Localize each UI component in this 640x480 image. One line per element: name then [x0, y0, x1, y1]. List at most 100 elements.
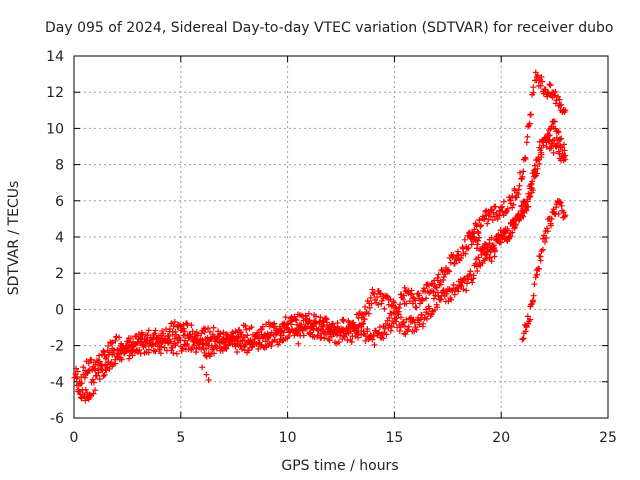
data-point-track-1 [534, 72, 541, 79]
data-point-track-2 [390, 309, 397, 316]
data-point-track-3 [476, 234, 483, 241]
data-point-track-3 [497, 239, 504, 246]
data-point-track-3 [465, 230, 472, 237]
data-point-track-2 [124, 347, 131, 354]
data-point-track-1 [492, 203, 499, 210]
data-point-track-1 [434, 277, 441, 284]
data-point-track-2 [466, 271, 473, 278]
data-point-track-2 [534, 165, 541, 172]
data-point-track-2 [246, 339, 253, 346]
data-point-track-1 [419, 296, 426, 303]
x-axis-label: GPS time / hours [281, 458, 398, 474]
data-point-outliers [205, 376, 212, 383]
data-point-track-1 [243, 326, 250, 333]
data-point-track-2 [458, 283, 465, 290]
data-point-track-1 [490, 209, 497, 216]
data-point-track-1 [375, 301, 382, 308]
data-point-track-2 [131, 341, 138, 348]
data-point-track-1 [552, 88, 559, 95]
data-point-track-2 [106, 366, 113, 373]
data-point-track-4 [539, 235, 546, 242]
data-point-track-2 [288, 321, 295, 328]
data-point-track-1 [372, 297, 379, 304]
data-point-track-2 [100, 373, 107, 380]
data-point-track-2 [403, 316, 410, 323]
data-point-track-1 [282, 314, 289, 321]
data-point-track-2 [199, 337, 206, 344]
data-point-track-2 [396, 328, 403, 335]
data-point-track-1 [244, 332, 251, 339]
data-point-track-2 [413, 326, 420, 333]
data-point-track-1 [519, 173, 526, 180]
data-point-track-1 [416, 292, 423, 299]
data-point-track-1 [547, 82, 554, 89]
data-point-track-2 [276, 339, 283, 346]
data-point-track-1 [81, 374, 88, 381]
chart-title: Day 095 of 2024, Sidereal Day-to-day VTE… [45, 20, 613, 36]
data-point-track-1 [210, 324, 217, 331]
data-point-track-1 [80, 371, 87, 378]
data-point-outliers [203, 371, 210, 378]
data-point-track-2 [418, 312, 425, 319]
data-point-track-2 [298, 321, 305, 328]
data-point-track-1 [515, 186, 522, 193]
data-point-track-2 [369, 336, 376, 343]
data-point-track-3 [554, 140, 561, 147]
y-tick-label: 4 [55, 230, 64, 246]
data-point-track-2 [203, 353, 210, 360]
data-point-track-2 [315, 326, 322, 333]
data-point-track-2 [89, 376, 96, 383]
data-point-track-2 [463, 287, 470, 294]
data-point-track-2 [280, 329, 287, 336]
data-point-track-1 [433, 284, 440, 291]
data-point-track-2 [328, 323, 335, 330]
data-point-track-2 [348, 339, 355, 346]
data-point-track-4 [544, 228, 551, 235]
data-point-track-4 [555, 210, 562, 217]
data-point-track-2 [341, 333, 348, 340]
data-point-track-2 [173, 350, 180, 357]
data-point-track-3 [531, 173, 538, 180]
data-point-track-1 [517, 169, 524, 176]
data-point-track-2 [126, 355, 133, 362]
data-point-track-1 [556, 96, 563, 103]
data-point-track-2 [376, 324, 383, 331]
data-point-track-2 [326, 337, 333, 344]
data-point-track-2 [370, 333, 377, 340]
data-point-track-1 [292, 316, 299, 323]
data-point-track-1 [171, 318, 178, 325]
data-point-track-2 [226, 334, 233, 341]
data-point-track-1 [530, 89, 537, 96]
data-point-track-2 [382, 320, 389, 327]
data-point-track-2 [320, 323, 327, 330]
data-point-track-4 [544, 225, 551, 232]
data-point-track-2 [90, 390, 97, 397]
data-point-track-1 [291, 313, 298, 320]
data-point-track-2 [304, 323, 311, 330]
data-point-track-1 [276, 323, 283, 330]
data-point-track-2 [475, 254, 482, 261]
data-point-track-2 [355, 334, 362, 341]
data-point-track-1 [193, 329, 200, 336]
data-point-track-2 [448, 296, 455, 303]
data-point-track-2 [207, 351, 214, 358]
data-point-track-2 [404, 326, 411, 333]
data-point-track-1 [293, 317, 300, 324]
data-point-track-2 [98, 362, 105, 369]
data-point-track-2 [103, 367, 110, 374]
data-point-track-2 [279, 337, 286, 344]
data-point-track-2 [153, 335, 160, 342]
data-point-track-2 [110, 349, 117, 356]
data-point-track-2 [406, 315, 413, 322]
data-point-track-3 [517, 214, 524, 221]
data-point-track-1 [438, 266, 445, 273]
data-point-track-3 [525, 203, 532, 210]
data-point-track-2 [168, 344, 175, 351]
data-point-track-3 [520, 198, 527, 205]
data-point-track-2 [284, 325, 291, 332]
data-point-track-2 [469, 279, 476, 286]
data-point-track-1 [420, 285, 427, 292]
data-point-track-2 [420, 320, 427, 327]
